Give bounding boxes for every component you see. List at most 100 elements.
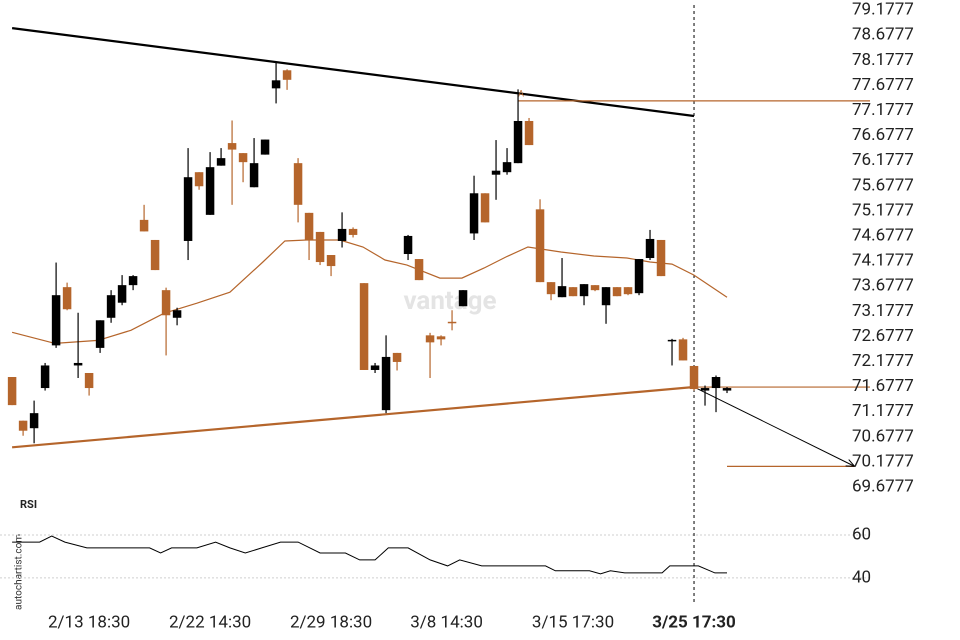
candle-body [579, 284, 589, 297]
candle-body [183, 177, 193, 241]
plot: A [7, 5, 870, 605]
y-tick-label: 77.6777 [852, 75, 914, 95]
y-tick-label: 75.6777 [852, 175, 914, 195]
candle-body [84, 372, 94, 389]
candle-body [711, 377, 721, 389]
candle-body [40, 365, 50, 389]
candle-body [370, 365, 380, 370]
y-tick-label: 78.6777 [852, 25, 914, 45]
candle-body [73, 362, 83, 366]
candle-body [95, 320, 105, 348]
candle-body [62, 287, 72, 310]
y-tick-label: 74.6777 [852, 226, 914, 246]
y-tick-label: 73.1777 [852, 301, 914, 321]
candle-body [117, 285, 127, 303]
candle-body [392, 352, 402, 362]
y-tick-label: 72.1777 [852, 351, 914, 371]
candle-body [667, 339, 677, 342]
candle-body [601, 287, 611, 306]
y-tick-label: 78.1777 [852, 50, 914, 70]
candle-body [612, 287, 622, 297]
rsi-title: RSI [20, 498, 37, 511]
candle-body [260, 139, 270, 155]
rsi-tick-label: 40 [852, 567, 871, 587]
y-tick-label: 70.1777 [852, 451, 914, 471]
candle-body [205, 167, 215, 215]
candle-body [139, 219, 149, 232]
x-tick-label: 3/25 17:30 [652, 612, 736, 632]
candle-body [150, 239, 160, 271]
candle-body [689, 365, 699, 390]
candle-body [29, 413, 39, 429]
x-tick-label: 3/15 17:30 [532, 612, 614, 632]
x-tick-label: 2/29 18:30 [290, 612, 372, 632]
candle-body [359, 283, 369, 370]
candle-body [502, 162, 512, 173]
candle-body [722, 388, 732, 391]
x-tick-label: 2/13 18:30 [48, 612, 130, 632]
candle-body [436, 336, 446, 340]
source: autochartist.com [14, 534, 25, 610]
candle-body [18, 420, 28, 431]
candle-body [348, 228, 358, 235]
candle-body [51, 295, 61, 346]
candle-body [128, 276, 138, 286]
candle-body [326, 255, 336, 267]
candle-body [513, 120, 523, 164]
rsi-line [12, 535, 727, 575]
forecast-arrow [693, 386, 855, 467]
candle-body [304, 212, 314, 240]
grid [0, 534, 870, 579]
candle-body [645, 238, 655, 259]
axes: 79.1777 78.6777 78.1777 77.6777 77.1777 76.67… [48, 0, 914, 632]
x-tick-label: 3/8 14:30 [410, 612, 483, 632]
candle-body [7, 377, 17, 406]
candle-body [700, 388, 710, 391]
y-tick-label: 72.6777 [852, 326, 914, 346]
rsi-tick-label: 60 [852, 524, 871, 544]
y-tick-label: 79.1777 [852, 0, 914, 20]
candle-body [557, 286, 567, 298]
candle-body [227, 143, 237, 150]
candle-body [524, 120, 534, 146]
level-label: A [518, 89, 524, 99]
candle-body [568, 287, 578, 297]
y-tick-label: 71.6777 [852, 376, 914, 396]
y-tick-label: 76.1777 [852, 150, 914, 170]
candle-body [590, 285, 600, 291]
x-tick-label: 2/22 14:30 [169, 612, 251, 632]
candle-body [634, 259, 644, 294]
candle-body [282, 70, 292, 80]
y-tick-label: 74.1777 [852, 251, 914, 271]
y-tick-label: 73.6777 [852, 276, 914, 296]
candle-body [337, 228, 347, 241]
candle-body [381, 356, 391, 411]
candle-body [249, 163, 259, 188]
candle-body [414, 259, 424, 281]
candle-body [315, 231, 325, 263]
candle-body [238, 153, 248, 163]
y-tick-label: 71.1777 [852, 401, 914, 421]
y-tick-label: 70.6777 [852, 426, 914, 446]
candle-body [678, 339, 688, 361]
y-tick-label: 76.6777 [852, 125, 914, 145]
candle-body [623, 287, 633, 295]
candle-body [480, 193, 490, 223]
candle-body [194, 172, 204, 187]
candle-body [458, 290, 468, 307]
candle-body [469, 193, 479, 234]
candle-body [447, 321, 457, 324]
candle-body [546, 282, 556, 295]
candle-body [491, 170, 501, 175]
candle-body [403, 235, 413, 255]
watermark: vantage [403, 286, 496, 316]
y-tick-label: 77.1777 [852, 100, 914, 120]
candle-body [271, 80, 281, 89]
candle-body [216, 158, 226, 166]
trendline [12, 385, 695, 449]
candle-body [106, 295, 116, 318]
candle-body [172, 310, 182, 318]
candle-body [293, 163, 303, 205]
